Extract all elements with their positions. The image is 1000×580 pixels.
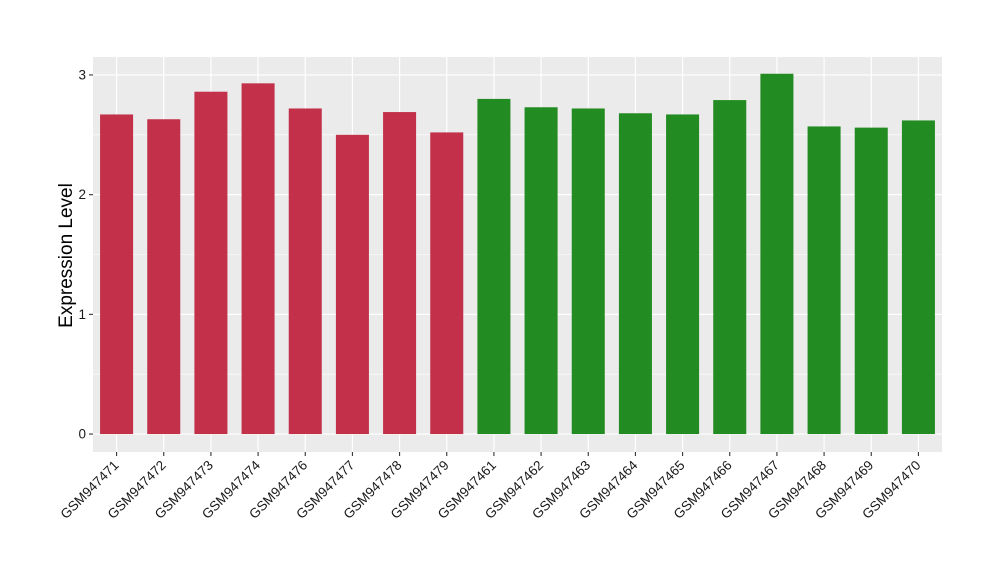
bar-GSM947464 bbox=[618, 113, 652, 435]
bar-GSM947469 bbox=[854, 127, 888, 435]
bar-GSM947468 bbox=[807, 126, 841, 435]
bar-GSM947470 bbox=[901, 120, 935, 435]
y-tick-label: 1 bbox=[78, 307, 86, 322]
bar-GSM947463 bbox=[571, 108, 605, 435]
bars bbox=[100, 73, 935, 435]
bar-GSM947471 bbox=[100, 114, 134, 435]
bar-GSM947476 bbox=[288, 108, 322, 435]
x-axis: GSM947471GSM947472GSM947473GSM947474GSM9… bbox=[57, 452, 924, 522]
bar-GSM947472 bbox=[147, 119, 181, 435]
y-tick-label: 3 bbox=[78, 67, 86, 82]
bar-GSM947473 bbox=[194, 91, 228, 435]
bar-GSM947477 bbox=[335, 134, 369, 435]
bar-GSM947462 bbox=[524, 107, 558, 435]
y-tick-label: 0 bbox=[78, 427, 86, 442]
bar-GSM947465 bbox=[666, 114, 700, 435]
bar-GSM947478 bbox=[383, 112, 417, 435]
y-axis: 0 1 2 3 bbox=[78, 67, 93, 442]
bar-GSM947466 bbox=[713, 100, 747, 435]
bar-GSM947479 bbox=[430, 132, 464, 435]
bar-GSM947474 bbox=[241, 83, 275, 435]
y-axis-title: Expression Level bbox=[56, 183, 77, 328]
y-tick-label: 2 bbox=[78, 187, 86, 202]
bar-GSM947461 bbox=[477, 98, 511, 435]
bar-GSM947467 bbox=[760, 73, 794, 435]
